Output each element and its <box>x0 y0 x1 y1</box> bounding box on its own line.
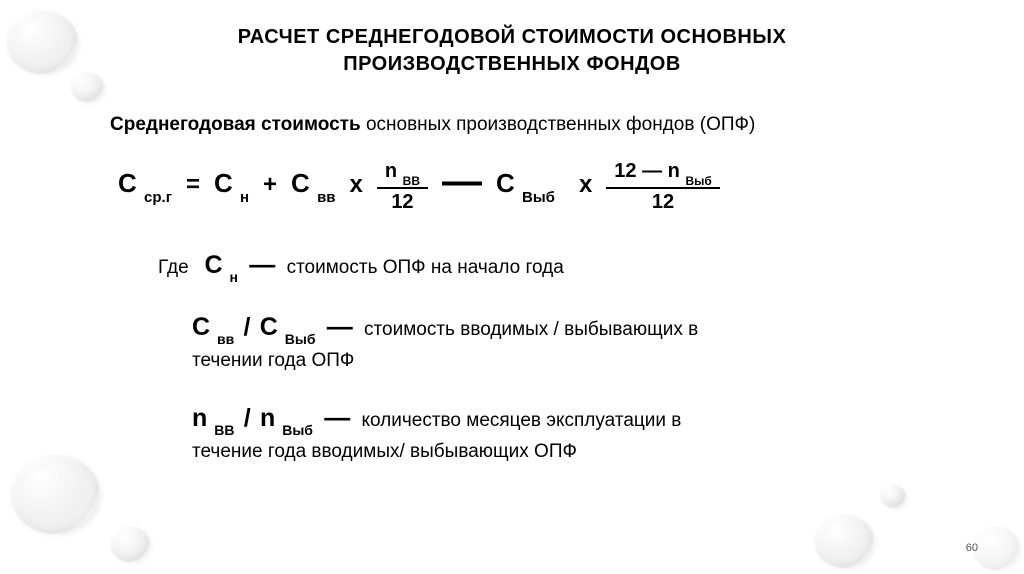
f-eq: = <box>186 171 200 199</box>
def-symbol: С н <box>205 251 238 279</box>
intro-text: Среднегодовая стоимость основных произво… <box>110 114 944 136</box>
intro-bold: Среднегодовая стоимость <box>110 114 361 135</box>
intro-rest: основных производственных фондов (ОПФ) <box>361 114 756 135</box>
slash: / <box>240 313 255 341</box>
f-minus: — <box>442 159 482 204</box>
main-formula: С ср.г = С н + С вв х n ВВ 12 — С Выб х … <box>118 158 944 211</box>
f-plus: + <box>263 171 277 199</box>
where-label: Где <box>158 257 189 278</box>
water-drop-decoration <box>814 514 874 568</box>
dash-icon: — <box>318 402 356 432</box>
definitions-block: Где С н — стоимость ОПФ на начало года С… <box>158 245 944 466</box>
f-term: С ср.г <box>118 168 172 202</box>
f-fraction-1: n ВВ 12 <box>377 160 428 213</box>
slide-title: РАСЧЕТ СРЕДНЕГОДОВОЙ СТОИМОСТИ ОСНОВНЫХ … <box>0 0 1024 78</box>
def-text: стоимость вводимых / выбывающих в <box>364 319 698 340</box>
water-drop-decoration <box>880 484 906 508</box>
f-term: С Выб <box>496 168 555 202</box>
f-term: С вв <box>291 168 335 202</box>
water-drop-decoration <box>972 526 1020 570</box>
slide-content: Среднегодовая стоимость основных произво… <box>0 78 1024 466</box>
f-mult: х <box>350 171 363 199</box>
f-mult: х <box>579 171 592 199</box>
f-fraction-2: 12 — n Выб 12 <box>606 160 719 213</box>
title-line-2: ПРОИЗВОДСТВЕННЫХ ФОНДОВ <box>0 51 1024 78</box>
water-drop-decoration <box>110 526 150 562</box>
dash-icon: — <box>321 311 359 341</box>
def-text-cont: течении года ОПФ <box>192 350 354 371</box>
title-line-1: РАСЧЕТ СРЕДНЕГОДОВОЙ СТОИМОСТИ ОСНОВНЫХ <box>0 24 1024 51</box>
water-drop-decoration <box>10 454 100 534</box>
dash-icon: — <box>243 249 281 279</box>
page-number: 60 <box>966 542 978 554</box>
f-term: С н <box>214 168 249 202</box>
slash: / <box>240 404 255 432</box>
definition-1: Где С н — стоимость ОПФ на начало года <box>158 245 944 285</box>
def-symbol: n Выб <box>260 404 313 432</box>
water-drop-decoration <box>70 72 104 102</box>
definition-3: n ВВ / n Выб — количество месяцев эксплу… <box>192 398 944 467</box>
def-text: стоимость ОПФ на начало года <box>287 257 564 278</box>
def-symbol: С вв <box>192 313 234 341</box>
water-drop-decoration <box>6 10 78 74</box>
def-text: количество месяцев эксплуатации в <box>362 410 682 431</box>
def-text-cont: течение года вводимых/ выбывающих ОПФ <box>192 441 577 462</box>
definition-2: С вв / С Выб — стоимость вводимых / выбы… <box>192 307 944 376</box>
def-symbol: С Выб <box>260 313 316 341</box>
def-symbol: n ВВ <box>192 404 234 432</box>
